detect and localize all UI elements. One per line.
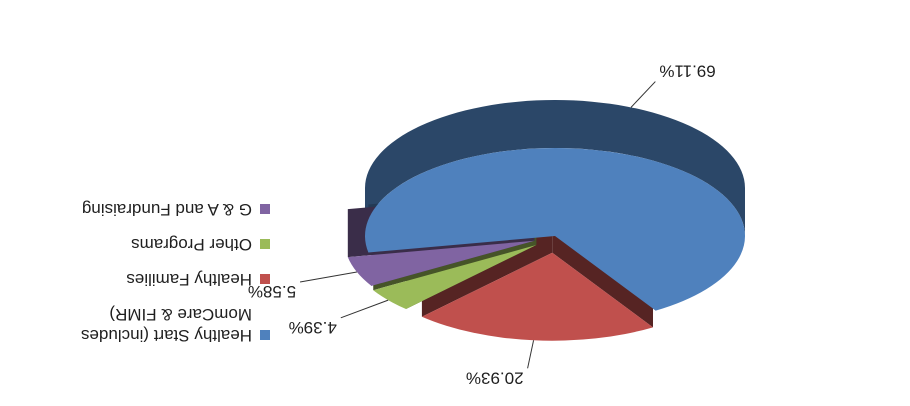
legend-item-other-programs: Other Programs [10,234,270,255]
slice-2 [373,245,537,310]
slice-0 [365,148,745,311]
legend-swatch [260,204,270,214]
legend-label: Other Programs [131,235,252,254]
legend-label: G & A and Fundraising [81,200,252,219]
legend-swatch [260,239,270,249]
legend: Healthy Start (includes MomCare & FIMR) … [10,185,270,346]
data-label: 5.58% [248,282,296,301]
leader-line [630,81,656,108]
leader-line [527,340,535,369]
legend-label: Healthy Start (includes MomCare & FIMR) [80,305,252,345]
legend-label: Healthy Families [126,270,252,289]
legend-item-healthy-start: Healthy Start (includes MomCare & FIMR) [10,304,270,346]
slice-3 [347,240,535,286]
data-label: 20.93% [466,368,524,387]
legend-item-ga-fundraising: G & A and Fundraising [10,199,270,220]
data-label: 69.11% [659,62,715,81]
pie-tops: 69.11% 20.93% 4.39% 5.58% [248,62,745,387]
legend-item-healthy-families: Healthy Families [10,269,270,290]
legend-swatch [260,330,270,340]
slice-side [365,100,745,236]
leader-line [340,299,389,319]
slice-1 [421,252,654,341]
data-label: 4.39% [289,318,337,337]
leader-line [299,271,357,283]
legend-swatch [260,274,270,284]
